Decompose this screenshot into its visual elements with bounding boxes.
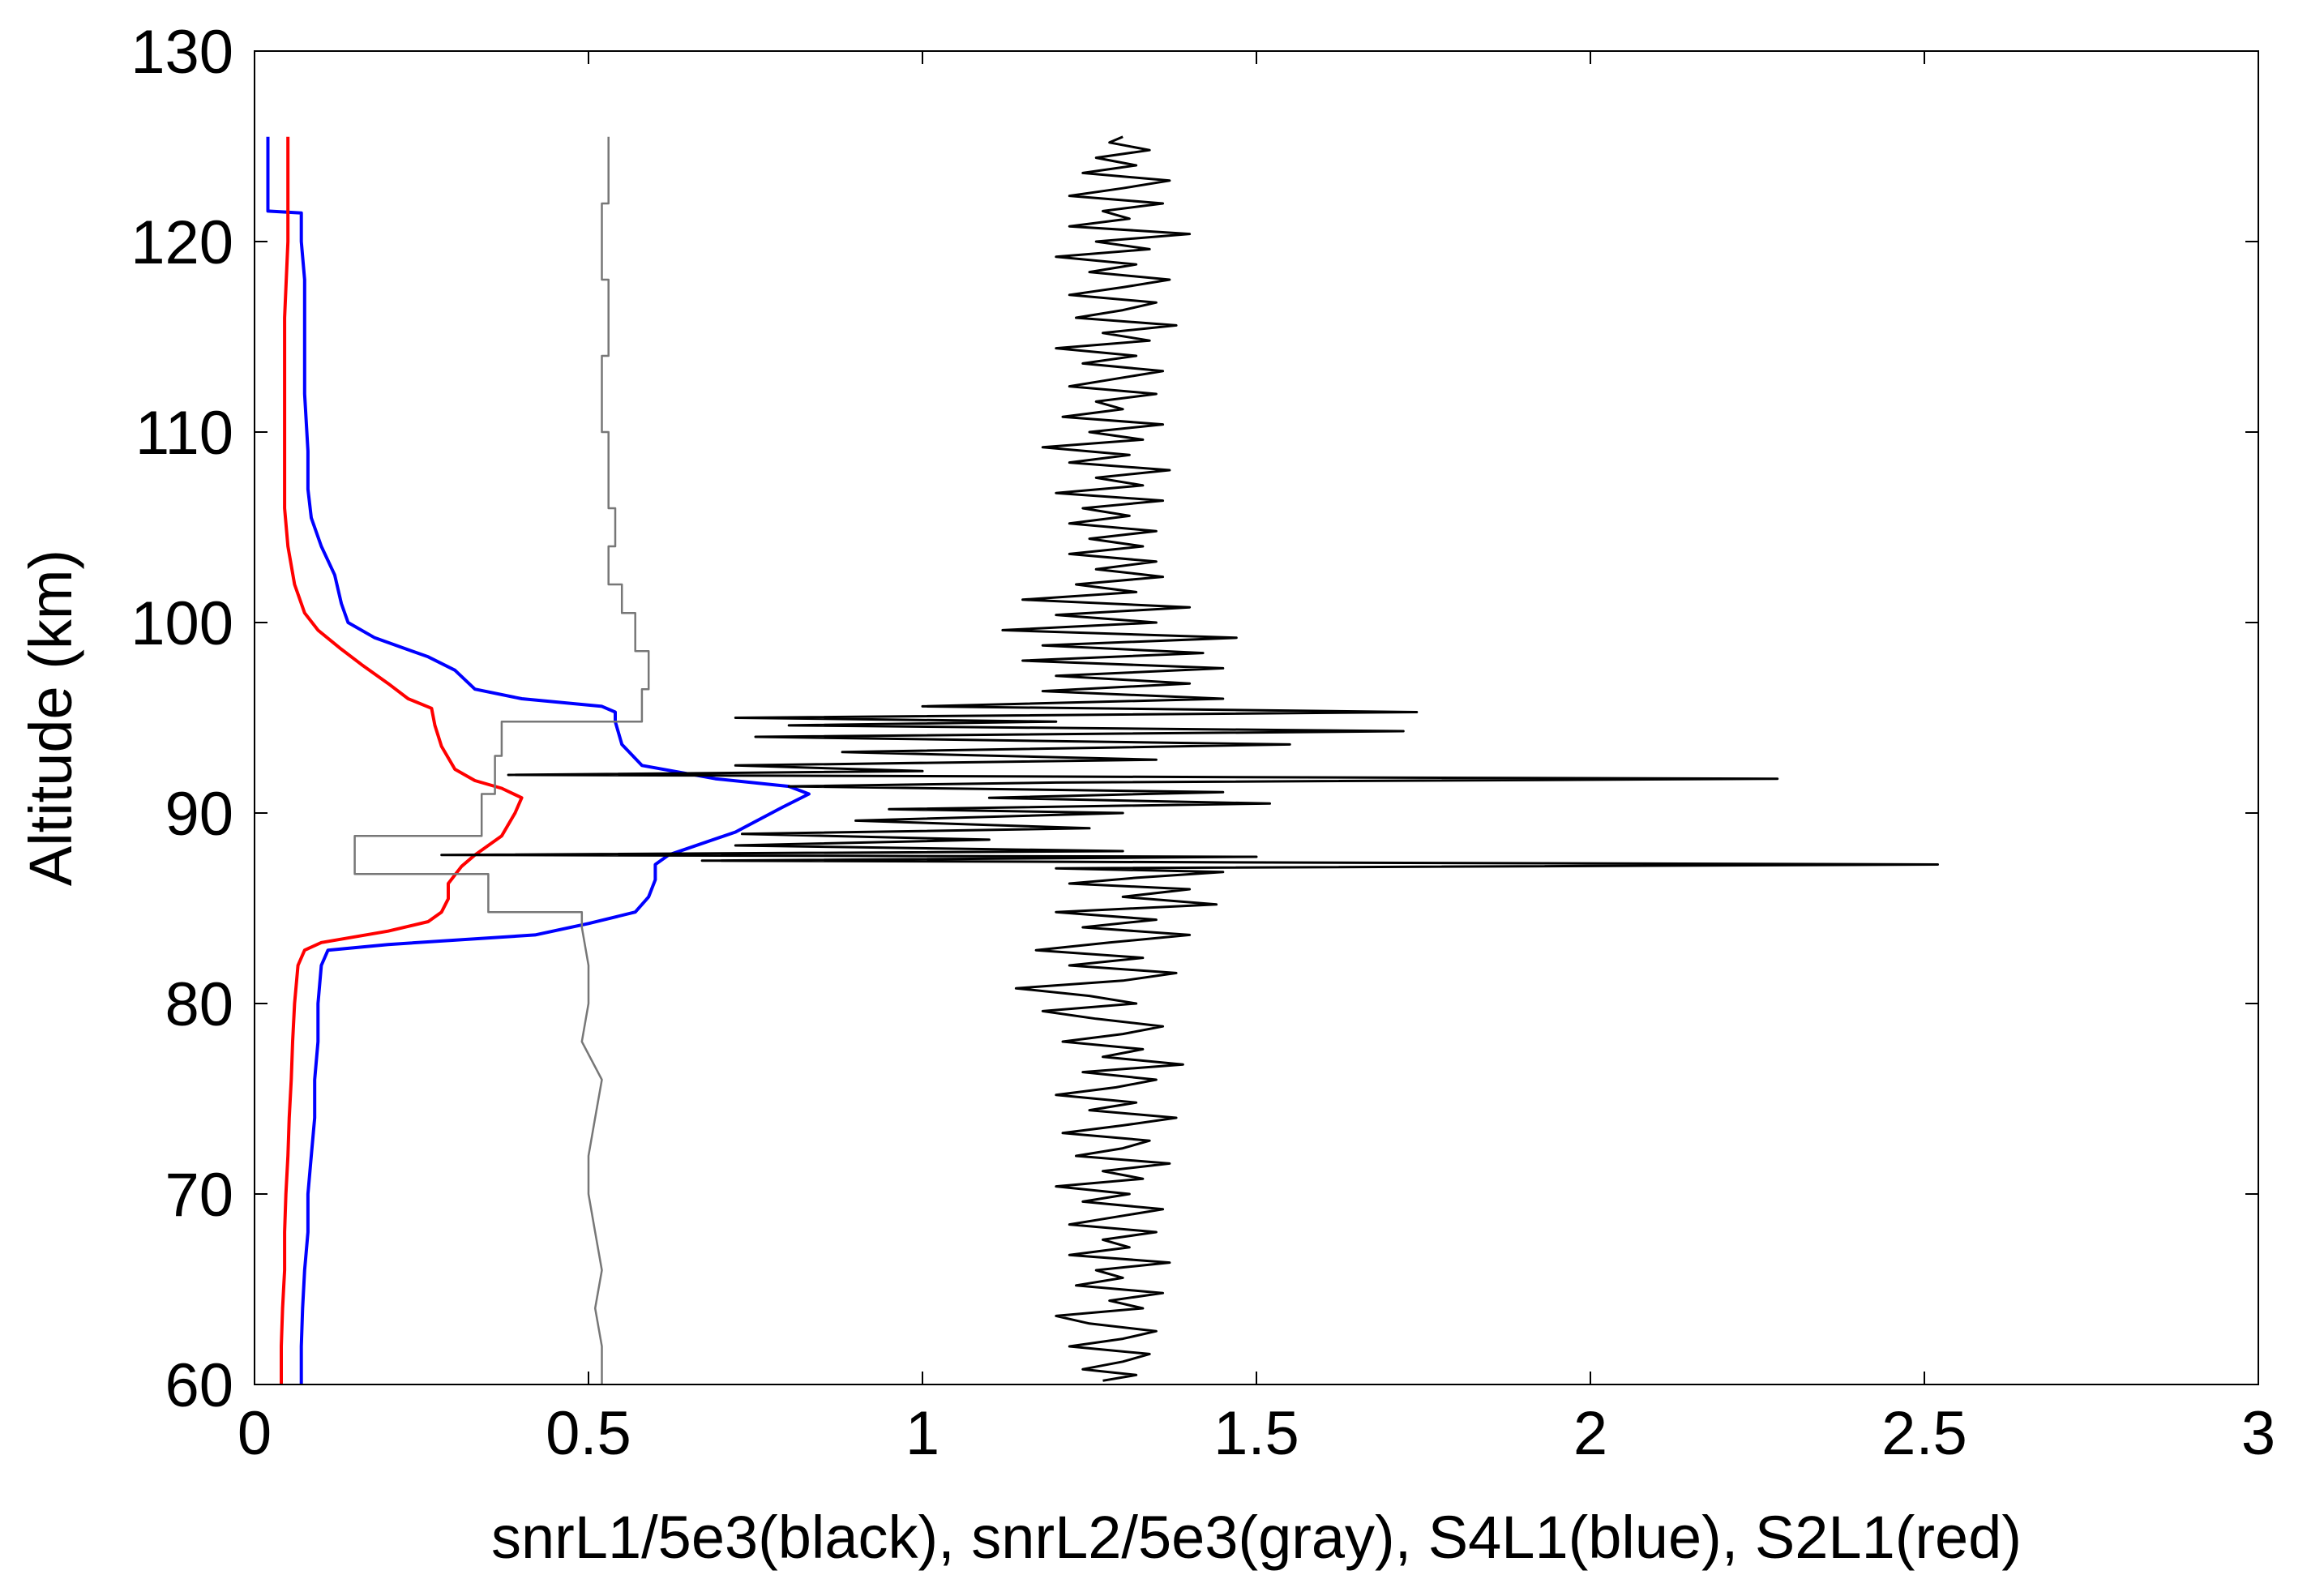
series-line-blue [266, 136, 811, 1384]
x-tick-label: 2 [1573, 1399, 1607, 1468]
y-axis-label: Altitude (km) [17, 550, 84, 886]
y-tick-label: 90 [165, 780, 233, 849]
x-tick-label: 3 [2241, 1399, 2275, 1468]
x-tick-label: 0.5 [546, 1399, 631, 1468]
y-tick-label: 100 [131, 589, 233, 658]
y-tick-label: 120 [131, 208, 233, 277]
tick-layer: 0 0.5 1 1.5 2 2.5 3 60 70 80 90 100 110 120 130 [131, 18, 2275, 1468]
series-line-gray [353, 136, 650, 1384]
series-line-black [440, 135, 1939, 1382]
y-tick-label: 130 [131, 18, 233, 87]
y-tick-label: 60 [165, 1351, 233, 1420]
x-axis-label: snrL1/5e3(black), snrL2/5e3(gray), S4L1(… [491, 1504, 2022, 1571]
y-tick-label: 110 [135, 399, 233, 468]
x-tick-label: 0 [238, 1399, 272, 1468]
series-line-red [280, 136, 524, 1384]
y-tick-label: 70 [165, 1161, 233, 1230]
y-tick-label: 80 [165, 970, 233, 1039]
x-tick-label: 2.5 [1881, 1399, 1967, 1468]
x-tick-label: 1 [905, 1399, 939, 1468]
series-layer [266, 135, 1939, 1384]
x-tick-label: 1.5 [1213, 1399, 1299, 1468]
